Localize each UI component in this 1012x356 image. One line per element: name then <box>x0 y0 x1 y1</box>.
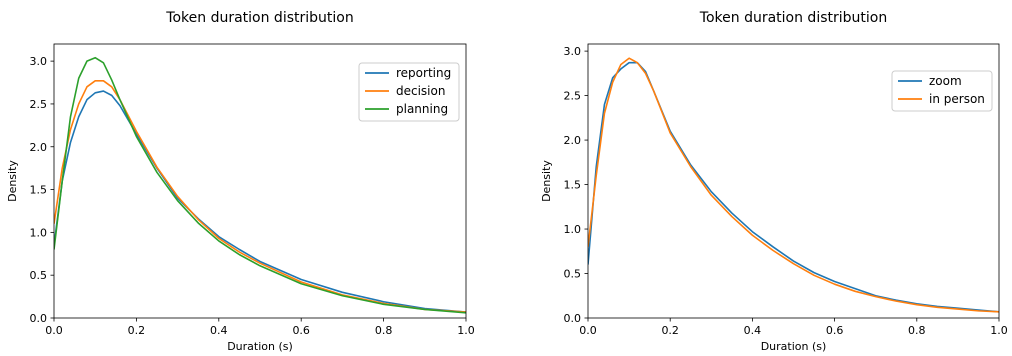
series-line-decision <box>54 80 466 313</box>
legend: zoom in person <box>891 70 993 112</box>
y-tick-label: 3.0 <box>30 55 48 68</box>
chart-panel-right: Token duration distribution 0.0 0.2 0.4 0.6 0… <box>540 10 1008 353</box>
x-tick-label: 0.2 <box>661 324 679 337</box>
legend-label: decision <box>396 84 445 98</box>
plot-frame <box>587 43 1000 319</box>
x-tick-label: 0.8 <box>375 324 393 337</box>
legend-label: planning <box>396 102 448 116</box>
legend: reporting decision planning <box>358 62 460 122</box>
y-tick-label: 0.0 <box>564 312 582 325</box>
y-tick-label: 1.0 <box>564 223 582 236</box>
x-tick-label: 0.6 <box>826 324 844 337</box>
series-line-reporting <box>54 90 466 313</box>
y-tick-label: 0.5 <box>564 268 582 281</box>
y-tick-label: 2.0 <box>564 134 582 147</box>
x-axis-label: Duration (s) <box>761 340 827 353</box>
x-tick-label: 0.8 <box>908 324 926 337</box>
x-tick-label: 1.0 <box>990 324 1008 337</box>
y-tick-label: 1.0 <box>30 226 48 239</box>
legend-label: in person <box>929 92 985 106</box>
series-line-planning <box>54 56 466 314</box>
legend-frame <box>358 62 460 122</box>
series-line-zoom <box>588 61 999 313</box>
x-tick-label: 0.2 <box>128 324 146 337</box>
legend-label: zoom <box>929 74 962 88</box>
series-lines <box>588 57 999 313</box>
y-axis-label: Density <box>540 160 553 202</box>
series-line-in-person <box>588 57 999 313</box>
y-tick-label: 2.0 <box>30 141 48 154</box>
x-tick-label: 0.4 <box>744 324 762 337</box>
y-axis-label: Density <box>6 160 19 202</box>
chart-title: Token duration distribution <box>165 10 353 26</box>
chart-title: Token duration distribution <box>699 10 887 26</box>
y-tick-label: 2.5 <box>564 90 582 103</box>
y-tick-label: 2.5 <box>30 98 48 111</box>
plot-frame <box>53 43 467 319</box>
x-tick-label: 0.0 <box>579 324 597 337</box>
y-tick-label: 1.5 <box>564 179 582 192</box>
y-tick-label: 0.5 <box>30 269 48 282</box>
x-axis-label: Duration (s) <box>227 340 293 353</box>
y-tick-label: 0.0 <box>30 312 48 325</box>
x-tick-label: 0.4 <box>210 324 228 337</box>
x-tick-label: 0.0 <box>45 324 63 337</box>
x-tick-label: 1.0 <box>457 324 475 337</box>
legend-label: reporting <box>396 66 451 80</box>
y-tick-label: 3.0 <box>564 45 582 58</box>
chart-panel-left: Token duration distribution 0.0 0.2 0.4 0.6 0… <box>6 10 475 353</box>
series-lines <box>54 56 466 314</box>
x-tick-label: 0.6 <box>292 324 310 337</box>
y-tick-label: 1.5 <box>30 184 48 197</box>
